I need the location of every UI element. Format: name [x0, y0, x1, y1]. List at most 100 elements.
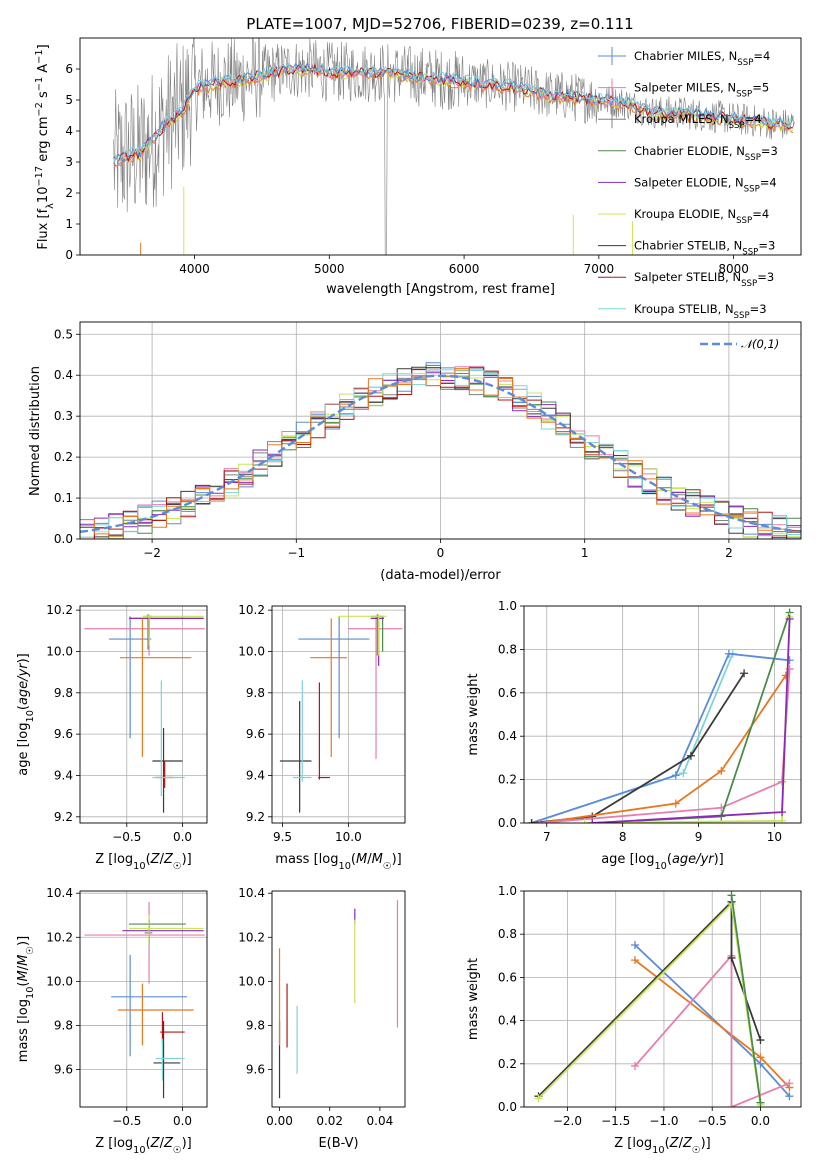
plot-area-residuals — [80, 362, 801, 539]
axes-residuals: −2 −1 0 1 2 0.0 0.1 0.2 0.3 0.4 0.5 𝒩(0,1) (data-mod… — [28, 321, 802, 583]
series-marker — [534, 1094, 543, 1103]
histogram-orange — [80, 368, 801, 537]
x-tick-label: −0.5 — [698, 1114, 727, 1128]
point-kroupa_stelib — [152, 680, 185, 797]
series-kroupa_stelib — [527, 649, 737, 823]
y-tick-label: 9.4 — [54, 768, 73, 782]
series-chabrier_miles — [527, 649, 794, 823]
plot-area-age-vs-Z — [84, 614, 205, 813]
series-marker — [785, 615, 794, 624]
x-tick-label: 5000 — [314, 262, 345, 276]
point-kroupa_elodie — [337, 614, 387, 656]
legend-label: 𝒩(0,1) — [741, 337, 779, 351]
x-axis-label: Z [log10(Z/Z☉)] — [614, 1136, 711, 1156]
axes-age-vs-mass: 9.5 10.0 9.2 9.4 9.6 9.8 10.0 10.2 mass [log10(M… — [238, 603, 406, 872]
legend-entry: Chabrier ELODIE, NSSP=3 — [598, 144, 778, 163]
y-axis-label: mass weight — [466, 958, 481, 1040]
series-marker — [671, 771, 680, 780]
legend-label: Kroupa MILES, NSSP=4 — [634, 112, 762, 131]
axes-age-vs-Z: −0.5 0.0 9.2 9.4 9.6 9.8 10.0 10.2 Z [log10(Z/Z☉… — [16, 603, 208, 872]
y-tick-label: 9.8 — [246, 686, 265, 700]
plot-area-massweight-vs-Z — [534, 891, 794, 1107]
y-tick-label: 10.4 — [238, 886, 265, 900]
x-tick-label: 4000 — [179, 262, 210, 276]
spectrum-model-kroupa_elodie — [113, 64, 794, 163]
histogram-kroupa_stelib — [80, 369, 801, 537]
point-orange — [120, 618, 192, 757]
x-tick-label: −2.0 — [553, 1114, 582, 1128]
y-tick-label: 3 — [65, 155, 73, 169]
axes-frame — [523, 605, 802, 824]
y-tick-label: 0.2 — [498, 773, 517, 787]
y-axis-label: Flux [fλ10−17 erg cm−2 s−1 A−1] — [34, 44, 56, 249]
series-marker — [727, 891, 736, 900]
point-kroupa_elodie — [129, 915, 204, 947]
series-line — [634, 953, 790, 1107]
x-axis-label: (data-model)/error — [380, 568, 501, 583]
legend-entry: Salpeter ELODIE, NSSP=4 — [598, 175, 777, 194]
x-tick-label: 10 — [767, 830, 782, 844]
legend-entry: Salpeter STELIB, NSSP=3 — [598, 270, 774, 289]
y-tick-label: 0.0 — [54, 532, 73, 546]
series-line — [531, 652, 790, 823]
legend-entry: 𝒩(0,1) — [700, 337, 779, 351]
x-tick-label: 0.0 — [173, 830, 192, 844]
axes-mass-vs-Z: −0.5 0.0 9.6 9.8 10.0 10.2 10.4 Z [log10(Z/Z☉)]… — [16, 886, 208, 1156]
series-salpeter_elodie — [588, 615, 794, 823]
series-chabrier_elodie — [727, 891, 765, 1107]
plot-area-spectrum — [113, 38, 795, 255]
plot-area-age-vs-mass — [279, 614, 403, 813]
y-axis-label: mass [log10(M/M☉)] — [16, 936, 36, 1062]
y-tick-label: 9.8 — [54, 686, 73, 700]
legend-entry: Salpeter MILES, NSSP=5 — [598, 78, 769, 100]
point-chabrier_miles — [298, 616, 370, 739]
point-salpeter_miles — [84, 618, 205, 656]
point-kroupa_stelib — [155, 1038, 185, 1081]
x-tick-label: 7 — [543, 830, 551, 844]
y-axis-label: Normed distribution — [28, 366, 43, 496]
y-tick-label: 10.2 — [46, 603, 73, 617]
series-marker — [778, 816, 787, 823]
series-line — [537, 899, 762, 1097]
y-axis-label: mass weight — [466, 673, 481, 755]
y-tick-label: 0.6 — [498, 686, 517, 700]
series-line — [730, 895, 762, 1103]
x-tick-label: 0.00 — [266, 1114, 293, 1128]
y-tick-label: 0.4 — [498, 1014, 517, 1028]
y-tick-label: 0.1 — [54, 491, 73, 505]
series-kroupa_elodie — [534, 899, 765, 1107]
y-tick-label: 10.0 — [238, 974, 265, 988]
x-tick-label: 9.5 — [273, 830, 292, 844]
spectrum-model-chabrier_miles — [113, 61, 794, 164]
y-tick-label: 0.0 — [498, 816, 517, 830]
y-axis-label: age [log10(age/yr)] — [16, 653, 36, 776]
legend-entry: Chabrier STELIB, NSSP=3 — [598, 239, 775, 258]
series-marker — [785, 1092, 794, 1101]
y-tick-label: 6 — [65, 62, 73, 76]
x-tick-label: 8 — [619, 830, 627, 844]
y-tick-label: 9.2 — [54, 810, 73, 824]
y-tick-label: 1 — [65, 217, 73, 231]
y-tick-label: 9.8 — [54, 1018, 73, 1032]
point-chabrier_stelib — [152, 727, 183, 813]
series-marker — [785, 1079, 794, 1088]
x-tick-label: −2 — [143, 546, 161, 560]
y-tick-label: 0.4 — [498, 729, 517, 743]
y-tick-label: 0.2 — [54, 450, 73, 464]
x-tick-label: 6000 — [449, 262, 480, 276]
series-marker — [679, 769, 688, 778]
x-tick-label: 2 — [725, 546, 733, 560]
y-tick-label: 0.3 — [54, 409, 73, 423]
point-salpeter_miles — [84, 902, 205, 984]
x-tick-label: 0.02 — [316, 1114, 343, 1128]
x-tick-label: −1.5 — [601, 1114, 630, 1128]
legend-label: Chabrier ELODIE, NSSP=3 — [634, 144, 778, 163]
y-tick-label: 9.6 — [54, 1063, 73, 1077]
legend-label: Chabrier MILES, NSSP=4 — [634, 49, 770, 68]
legend-entry: Kroupa MILES, NSSP=4 — [598, 110, 762, 131]
y-tick-label: 0.5 — [54, 327, 73, 341]
series-line — [531, 672, 745, 823]
series-marker — [785, 656, 794, 665]
x-axis-label: E(B-V) — [318, 1136, 358, 1151]
axes-frame — [271, 890, 406, 1108]
